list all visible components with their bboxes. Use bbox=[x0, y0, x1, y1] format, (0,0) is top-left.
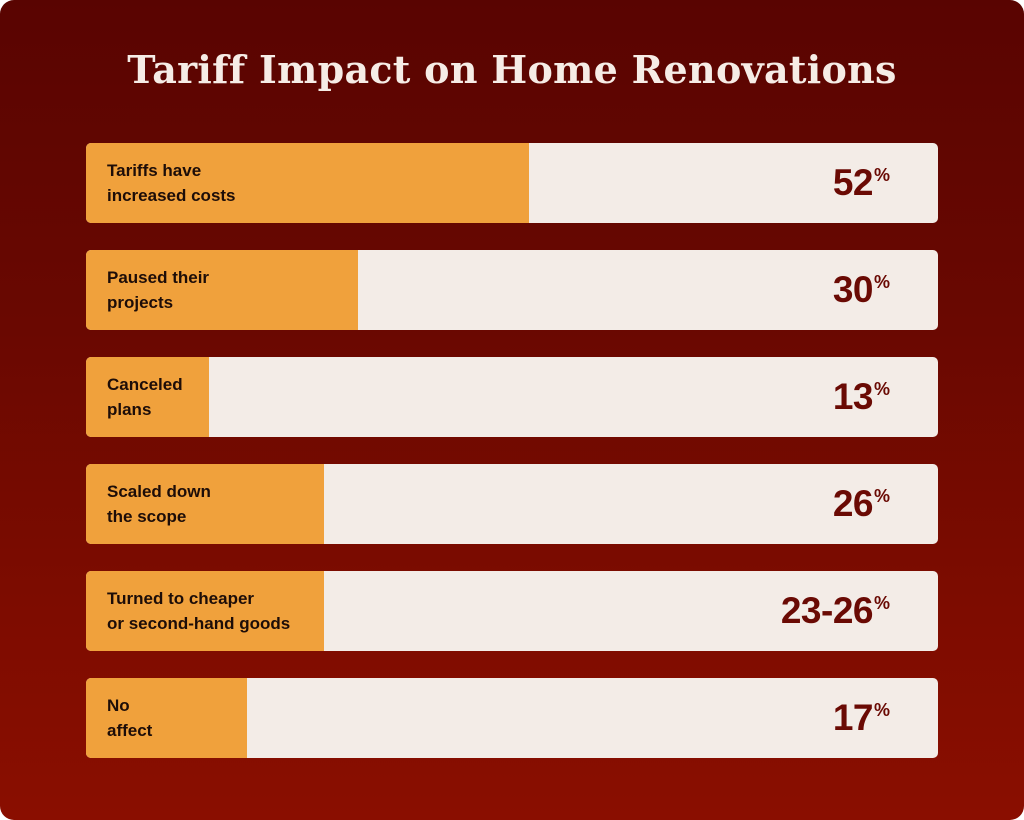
value-number: 52 bbox=[832, 162, 874, 203]
bar-row: Tariffs have increased costs 52% bbox=[86, 143, 938, 223]
value-number: 26 bbox=[832, 483, 874, 524]
percent-sign: % bbox=[873, 165, 890, 185]
bar-row: Paused their projects 30% bbox=[86, 250, 938, 330]
chart-title: Tariff Impact on Home Renovations bbox=[127, 47, 897, 92]
bar-label: Scaled down the scope bbox=[107, 482, 211, 526]
bar-value: 17% bbox=[833, 678, 890, 758]
bar-label: No affect bbox=[107, 696, 153, 740]
bar-fill bbox=[86, 250, 358, 330]
value-number: 17 bbox=[832, 697, 874, 738]
bar-value: 13% bbox=[833, 357, 890, 437]
percent-sign: % bbox=[873, 272, 890, 292]
bar-row: Canceled plans 13% bbox=[86, 357, 938, 437]
percent-sign: % bbox=[873, 700, 890, 720]
bar-value: 23-26% bbox=[781, 571, 890, 651]
percent-sign: % bbox=[873, 593, 890, 613]
bar-fill bbox=[86, 678, 247, 758]
bar-label: Paused their projects bbox=[107, 268, 210, 312]
bar-value: 52% bbox=[833, 143, 890, 223]
bar-row: Turned to cheaper or second-hand goods 2… bbox=[86, 571, 938, 651]
bar-label: Tariffs have increased costs bbox=[107, 161, 236, 205]
value-number: 23-26 bbox=[780, 590, 874, 631]
bar-row: No affect 17% bbox=[86, 678, 938, 758]
bar-fill bbox=[86, 357, 209, 437]
bar-label: Canceled plans bbox=[107, 375, 183, 419]
percent-sign: % bbox=[873, 486, 890, 506]
bar-value: 26% bbox=[833, 464, 890, 544]
bar-row: Scaled down the scope 26% bbox=[86, 464, 938, 544]
percent-sign: % bbox=[873, 379, 890, 399]
bar-fill bbox=[86, 464, 324, 544]
bar-fill bbox=[86, 143, 529, 223]
value-number: 13 bbox=[832, 376, 874, 417]
bar-fill bbox=[86, 571, 324, 651]
value-number: 30 bbox=[832, 269, 874, 310]
bar-label: Turned to cheaper or second-hand goods bbox=[107, 589, 291, 633]
bar-value: 30% bbox=[833, 250, 890, 330]
